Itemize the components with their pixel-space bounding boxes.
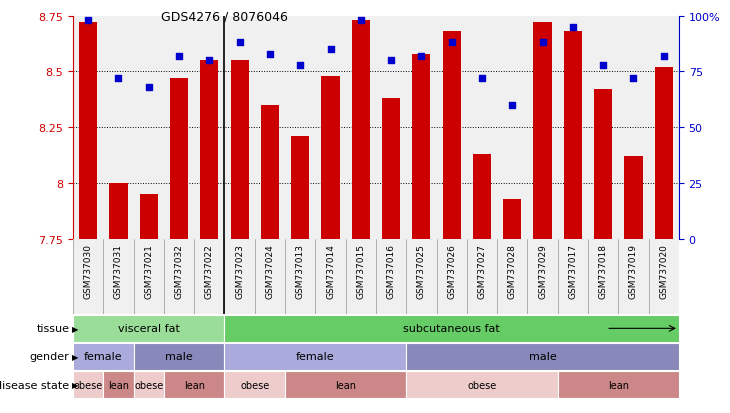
Point bbox=[628, 76, 639, 82]
Text: GSM737031: GSM737031 bbox=[114, 243, 123, 298]
Text: GSM737030: GSM737030 bbox=[84, 243, 93, 298]
Bar bbox=[564, 32, 582, 240]
Text: GSM737029: GSM737029 bbox=[538, 243, 547, 298]
Bar bbox=[225, 371, 285, 398]
Point bbox=[385, 58, 397, 64]
Bar bbox=[352, 21, 370, 240]
Text: female: female bbox=[296, 351, 334, 362]
Point bbox=[325, 47, 337, 53]
Point bbox=[658, 53, 669, 60]
Point bbox=[204, 58, 215, 64]
Point bbox=[597, 62, 609, 69]
Text: lean: lean bbox=[184, 380, 204, 390]
Bar bbox=[291, 137, 310, 240]
Point bbox=[507, 102, 518, 109]
Bar bbox=[594, 90, 612, 240]
Text: GDS4276 / 8076046: GDS4276 / 8076046 bbox=[161, 10, 288, 23]
Bar bbox=[73, 371, 104, 398]
Text: GSM737026: GSM737026 bbox=[447, 243, 456, 298]
Text: disease state: disease state bbox=[0, 380, 69, 390]
Text: male: male bbox=[165, 351, 193, 362]
Bar bbox=[170, 79, 188, 240]
Bar bbox=[442, 32, 461, 240]
Point bbox=[82, 18, 94, 24]
Bar bbox=[558, 371, 679, 398]
Bar bbox=[503, 199, 521, 240]
Point bbox=[112, 76, 124, 82]
Point bbox=[173, 53, 185, 60]
Text: GSM737021: GSM737021 bbox=[145, 243, 153, 298]
Bar bbox=[200, 61, 218, 240]
Text: GSM737024: GSM737024 bbox=[266, 243, 274, 298]
Point bbox=[294, 62, 306, 69]
Text: obese: obese bbox=[134, 380, 164, 390]
Text: female: female bbox=[84, 351, 123, 362]
Bar bbox=[134, 343, 225, 370]
Point bbox=[446, 40, 458, 47]
Text: lean: lean bbox=[335, 380, 356, 390]
Bar bbox=[73, 315, 225, 342]
Bar bbox=[534, 23, 552, 240]
Text: GSM737032: GSM737032 bbox=[174, 243, 183, 298]
Point bbox=[264, 51, 276, 58]
Text: ▶: ▶ bbox=[72, 380, 79, 389]
Text: obese: obese bbox=[467, 380, 496, 390]
Bar bbox=[139, 195, 158, 240]
Point bbox=[234, 40, 245, 47]
Bar bbox=[321, 77, 339, 240]
Text: GSM737014: GSM737014 bbox=[326, 243, 335, 298]
Text: obese: obese bbox=[240, 380, 269, 390]
Point bbox=[537, 40, 548, 47]
Text: obese: obese bbox=[74, 380, 103, 390]
Bar bbox=[655, 68, 673, 240]
Bar bbox=[285, 371, 407, 398]
Bar bbox=[104, 371, 134, 398]
Bar bbox=[134, 371, 164, 398]
Bar bbox=[225, 315, 679, 342]
Text: gender: gender bbox=[30, 351, 69, 362]
Text: GSM737019: GSM737019 bbox=[629, 243, 638, 298]
Text: male: male bbox=[529, 351, 556, 362]
Bar bbox=[164, 371, 225, 398]
Text: GSM737027: GSM737027 bbox=[477, 243, 486, 298]
Text: GSM737020: GSM737020 bbox=[659, 243, 668, 298]
Bar bbox=[407, 371, 558, 398]
Text: GSM737023: GSM737023 bbox=[235, 243, 244, 298]
Text: lean: lean bbox=[108, 380, 129, 390]
Bar bbox=[412, 55, 431, 240]
Point bbox=[415, 53, 427, 60]
Bar bbox=[473, 155, 491, 240]
Text: ▶: ▶ bbox=[72, 352, 79, 361]
Text: GSM737025: GSM737025 bbox=[417, 243, 426, 298]
Point bbox=[143, 85, 155, 91]
Text: GSM737028: GSM737028 bbox=[508, 243, 517, 298]
Bar bbox=[382, 99, 400, 240]
Text: GSM737018: GSM737018 bbox=[599, 243, 607, 298]
Bar bbox=[110, 184, 128, 240]
Bar bbox=[73, 343, 134, 370]
Bar bbox=[407, 343, 679, 370]
Point bbox=[567, 24, 579, 31]
Text: visceral fat: visceral fat bbox=[118, 323, 180, 334]
Point bbox=[476, 76, 488, 82]
Text: GSM737022: GSM737022 bbox=[205, 243, 214, 298]
Text: lean: lean bbox=[608, 380, 629, 390]
Point bbox=[355, 18, 366, 24]
Bar bbox=[225, 343, 407, 370]
Text: GSM737017: GSM737017 bbox=[569, 243, 577, 298]
Bar bbox=[624, 157, 642, 240]
Text: tissue: tissue bbox=[36, 323, 69, 334]
Bar bbox=[79, 23, 97, 240]
Text: GSM737016: GSM737016 bbox=[387, 243, 396, 298]
Bar bbox=[231, 61, 249, 240]
Text: subcutaneous fat: subcutaneous fat bbox=[403, 323, 500, 334]
Text: ▶: ▶ bbox=[72, 324, 79, 333]
Text: GSM737013: GSM737013 bbox=[296, 243, 304, 298]
Bar bbox=[261, 106, 279, 240]
Text: GSM737015: GSM737015 bbox=[356, 243, 365, 298]
